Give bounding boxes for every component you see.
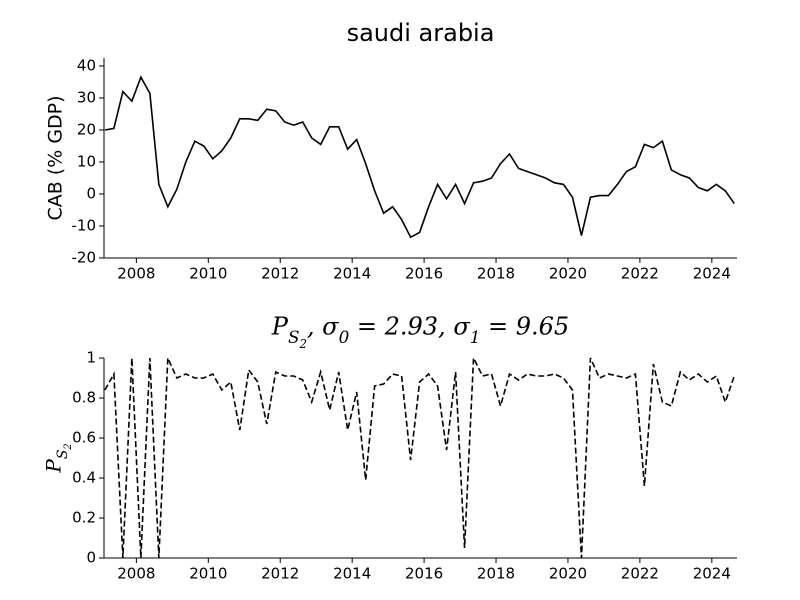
y-tick-label: 30 (77, 89, 96, 107)
x-tick-label: 2016 (405, 565, 443, 583)
y-tick-label: 20 (77, 121, 96, 139)
x-tick-label: 2018 (477, 565, 515, 583)
x-tick-label: 2010 (189, 265, 227, 283)
data-line (104, 75, 735, 239)
x-tick-label: 2014 (333, 265, 371, 283)
y-axis-label: PS2 (42, 443, 75, 473)
y-tick-label: 0.8 (72, 389, 96, 407)
x-tick-label: 2008 (117, 265, 155, 283)
x-tick-label: 2022 (621, 265, 659, 283)
y-tick-label: 1 (86, 349, 96, 367)
y-tick-label: 0 (86, 549, 96, 567)
x-tick-label: 2022 (621, 565, 659, 583)
y-tick-label: 10 (77, 153, 96, 171)
x-tick-label: 2012 (261, 565, 299, 583)
x-tick-label: 2020 (549, 265, 587, 283)
x-tick-label: 2008 (117, 565, 155, 583)
x-tick-label: 2024 (693, 565, 731, 583)
y-tick-label: 0.4 (72, 469, 96, 487)
y-tick-label: -20 (72, 249, 97, 267)
x-tick-label: 2020 (549, 565, 587, 583)
data-line (104, 354, 736, 559)
y-tick-label: -10 (72, 217, 97, 235)
y-tick-label: 40 (77, 57, 96, 75)
chart-title: saudi arabia (347, 19, 495, 47)
chart-title: PS2, σ0 = 2.93, σ1 = 9.65 (271, 313, 569, 352)
y-tick-label: 0.2 (72, 509, 96, 527)
y-axis-label: CAB (% GDP) (45, 95, 67, 220)
y-tick-label: 0.6 (72, 429, 96, 447)
x-tick-label: 2012 (261, 265, 299, 283)
x-tick-label: 2016 (405, 265, 443, 283)
x-tick-label: 2018 (477, 265, 515, 283)
x-tick-label: 2024 (693, 265, 731, 283)
x-tick-label: 2014 (333, 565, 371, 583)
y-tick-label: 0 (86, 185, 96, 203)
x-tick-label: 2010 (189, 565, 227, 583)
